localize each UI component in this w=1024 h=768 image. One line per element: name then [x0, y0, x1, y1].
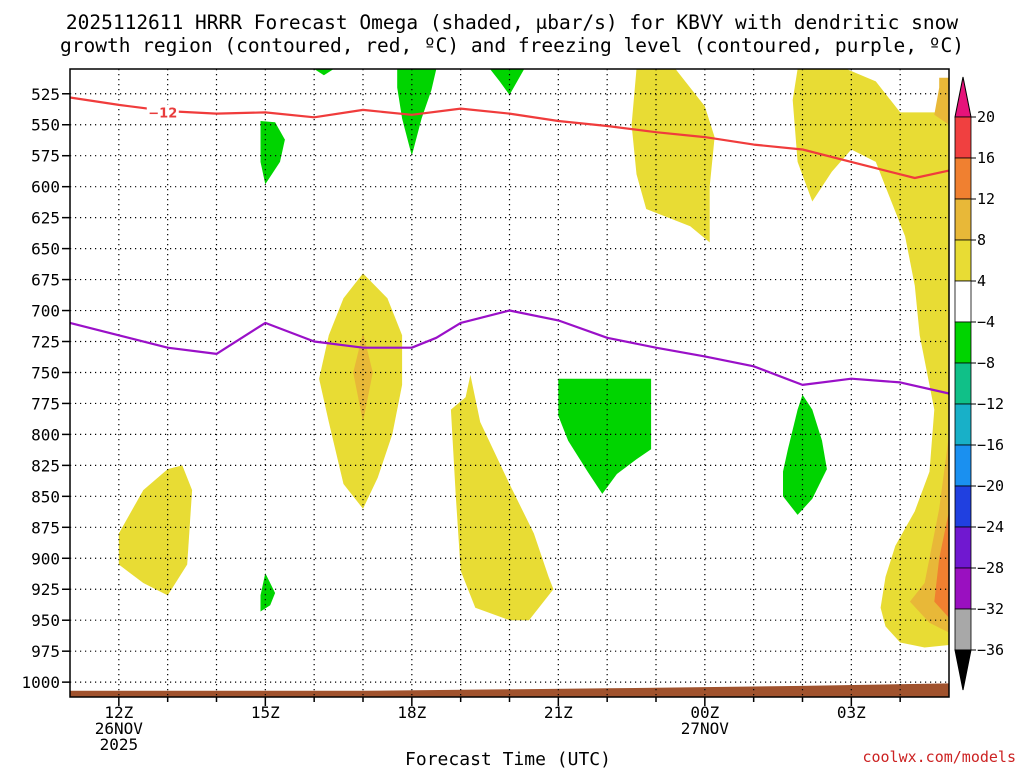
x-tick-label: 12Z [104, 703, 133, 722]
omega-region-16 [934, 511, 949, 618]
colorbar-segment [954, 567, 972, 610]
omega-region-13 [353, 332, 373, 422]
omega-shading [118, 69, 949, 648]
colorbar-segment [954, 403, 972, 446]
chart-title: 2025112611 HRRR Forecast Omega (shaded, … [60, 11, 964, 57]
colorbar-tick-label: −24 [977, 518, 1004, 536]
y-tick-label: 625 [31, 209, 60, 228]
y-tick-label: 725 [31, 333, 60, 352]
colorbar-tick-label: −28 [977, 559, 1004, 577]
y-axis: 525 550 575 600 625 650 675 700 725 750 775 800 825 8… [21, 85, 70, 692]
y-tick-label: 650 [31, 240, 60, 259]
y-tick-label: 750 [31, 363, 60, 382]
chart-title-line-1: 2025112611 HRRR Forecast Omega (shaded, … [66, 11, 958, 34]
y-tick-label: 775 [31, 394, 60, 413]
omega-region-11 [118, 465, 193, 596]
colorbar-tick-label: 16 [977, 149, 995, 167]
omega-region-9 [792, 69, 949, 648]
omega-region-14 [934, 77, 949, 125]
y-tick-label: 575 [31, 147, 60, 166]
colorbar-segment [954, 198, 972, 241]
dgz-minus12-contour [69, 96, 950, 180]
y-tick-label: 800 [31, 425, 60, 444]
omega-region-3 [397, 69, 437, 156]
y-tick-label: 825 [31, 456, 60, 475]
omega-region-7 [260, 573, 276, 612]
x-date-label: 27NOV [681, 719, 730, 738]
colorbar-tick-label: 4 [977, 272, 986, 290]
colorbar-segment [954, 608, 972, 651]
omega-region-5 [558, 378, 652, 494]
y-tick-label: 675 [31, 271, 60, 290]
colorbar-tick-label: −20 [977, 477, 1004, 495]
y-tick-label: 1000 [21, 673, 60, 692]
colorbar: 20 16 12 8 4 −4 −8 −12 −16 −20 −24 −28 −32 −36 [954, 76, 1004, 691]
y-tick-label: 925 [31, 580, 60, 599]
x-tick-label: 03Z [837, 703, 866, 722]
colorbar-tick-label: 12 [977, 190, 995, 208]
colorbar-bottom-arrow [954, 649, 972, 691]
x-date-label: 2025 [100, 735, 139, 754]
omega-region-1 [314, 69, 334, 76]
colorbar-tick-label: 20 [977, 108, 995, 126]
x-axis-label: Forecast Time (UTC) [405, 749, 611, 768]
colorbar-tick-label: −8 [977, 354, 995, 372]
colorbar-tick-label: −16 [977, 436, 1004, 454]
colorbar-top-arrow [954, 76, 972, 118]
y-tick-label: 900 [31, 549, 60, 568]
colorbar-segment [954, 239, 972, 282]
x-tick-label: 00Z [690, 703, 719, 722]
y-tick-label: 600 [31, 178, 60, 197]
colorbar-segment [954, 280, 972, 323]
y-tick-label: 975 [31, 642, 60, 661]
colorbar-tick-label: −12 [977, 395, 1004, 413]
omega-region-4 [490, 69, 525, 95]
x-tick-label: 18Z [397, 703, 426, 722]
contours: −12 [69, 96, 950, 395]
omega-region-2 [260, 121, 285, 185]
y-tick-label: 550 [31, 116, 60, 135]
colorbar-segment [954, 321, 972, 364]
x-tick-label: 15Z [251, 703, 280, 722]
x-tick-label: 21Z [544, 703, 573, 722]
x-date-label: 26NOV [95, 719, 144, 738]
y-tick-label: 700 [31, 302, 60, 321]
y-tick-label: 850 [31, 487, 60, 506]
freezing-level-contour [69, 309, 950, 395]
y-tick-label: 875 [31, 518, 60, 537]
omega-region-6 [783, 394, 827, 515]
contour-label-bg [146, 104, 179, 121]
contour-label: −12 [148, 106, 177, 121]
omega-region-12 [450, 374, 554, 621]
colorbar-tick-label: −36 [977, 641, 1004, 659]
colorbar-tick-label: −4 [977, 313, 995, 331]
colorbar-tick-label: 8 [977, 231, 986, 249]
colorbar-segment [954, 526, 972, 569]
colorbar-segment [954, 157, 972, 200]
colorbar-segment [954, 444, 972, 487]
colorbar-segment [954, 362, 972, 405]
credit-text: coolwx.com/models [862, 748, 1016, 766]
chart-title-line-2: growth region (contoured, red, ºC) and f… [60, 34, 964, 57]
colorbar-tick-label: −32 [977, 600, 1004, 618]
y-tick-label: 950 [31, 611, 60, 630]
y-tick-label: 525 [31, 85, 60, 104]
colorbar-segment [954, 116, 972, 159]
omega-region-8 [631, 69, 715, 243]
colorbar-segment [954, 485, 972, 528]
